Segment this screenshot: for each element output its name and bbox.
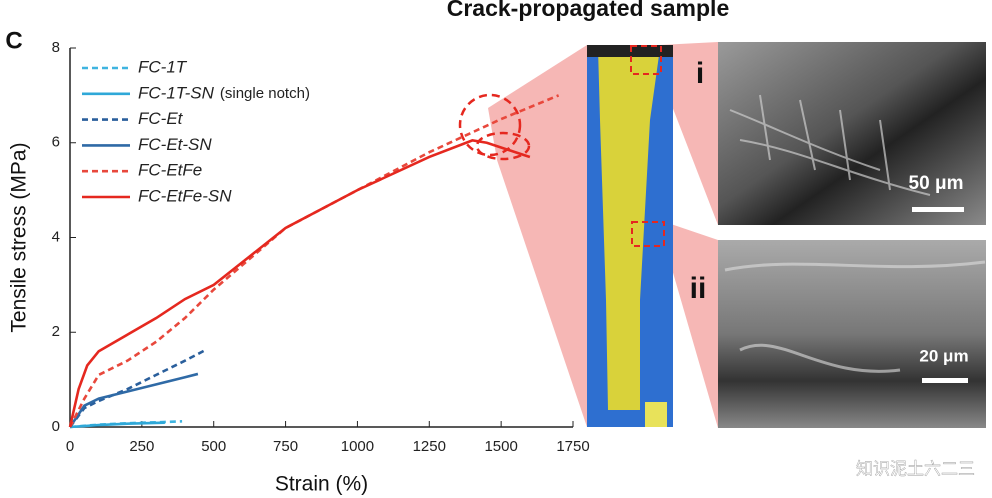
inset-label: ii xyxy=(690,272,707,305)
sem-texture xyxy=(724,260,986,373)
x-tick-label: 0 xyxy=(66,438,74,455)
x-tick-label: 1250 xyxy=(413,438,446,455)
x-tick-label: 750 xyxy=(273,438,298,455)
legend-label: FC-Et xyxy=(138,109,184,128)
zoom-connector xyxy=(665,222,718,428)
sample-strip xyxy=(598,48,660,410)
scale-bar-label: 20 μm xyxy=(919,346,968,365)
zoom-circle xyxy=(458,93,522,157)
zoom-connector xyxy=(660,42,718,225)
sem-fibers xyxy=(729,94,931,196)
scale-bar xyxy=(922,378,968,383)
scale-bar xyxy=(912,207,964,212)
y-tick-label: 4 xyxy=(52,228,60,245)
legend-label: FC-1T xyxy=(138,57,188,76)
plot: 0 250 500 750 1000 1250 1500 1750 0 2 4 6 8 Strain (%… xyxy=(8,39,590,496)
legend-label: FC-1T-SN xyxy=(138,83,215,102)
zoom-box xyxy=(631,221,665,247)
series-line xyxy=(68,139,531,428)
y-axis-label: Tensile stress (MPa) xyxy=(8,142,31,332)
y-tick-label: 0 xyxy=(52,418,60,435)
watermark: 知识泥土六二三 xyxy=(856,459,975,478)
y-tick-label: 2 xyxy=(52,323,60,340)
series-line xyxy=(68,349,206,428)
legend-note: (single notch) xyxy=(220,85,310,102)
zoom-box xyxy=(630,45,662,75)
scale-bar-label: 50 μm xyxy=(909,173,964,194)
legend-label: FC-EtFe xyxy=(138,161,202,180)
series-line xyxy=(68,94,560,428)
x-tick-label: 1750 xyxy=(556,438,589,455)
sample-fragment xyxy=(645,402,667,427)
series-line xyxy=(69,420,183,429)
legend-label: FC-Et-SN xyxy=(138,135,212,154)
series-line xyxy=(68,372,199,428)
legend-label: FC-EtFe-SN xyxy=(138,186,232,205)
zoom-circle xyxy=(475,131,531,161)
zoom-connector xyxy=(488,45,587,427)
image-title: Crack-propagated sample xyxy=(447,0,729,21)
y-tick-label: 8 xyxy=(52,39,60,56)
x-tick-label: 250 xyxy=(129,438,154,455)
sem-image xyxy=(718,42,986,225)
series-line xyxy=(69,421,165,429)
x-tick-label: 1000 xyxy=(341,438,374,455)
inset-label: i xyxy=(696,57,704,90)
sem-image xyxy=(718,240,986,428)
panel-label: C xyxy=(5,27,22,54)
x-tick-label: 1500 xyxy=(484,438,517,455)
x-axis-label: Strain (%) xyxy=(275,473,368,496)
x-tick-label: 500 xyxy=(201,438,226,455)
y-tick-label: 6 xyxy=(52,134,60,151)
